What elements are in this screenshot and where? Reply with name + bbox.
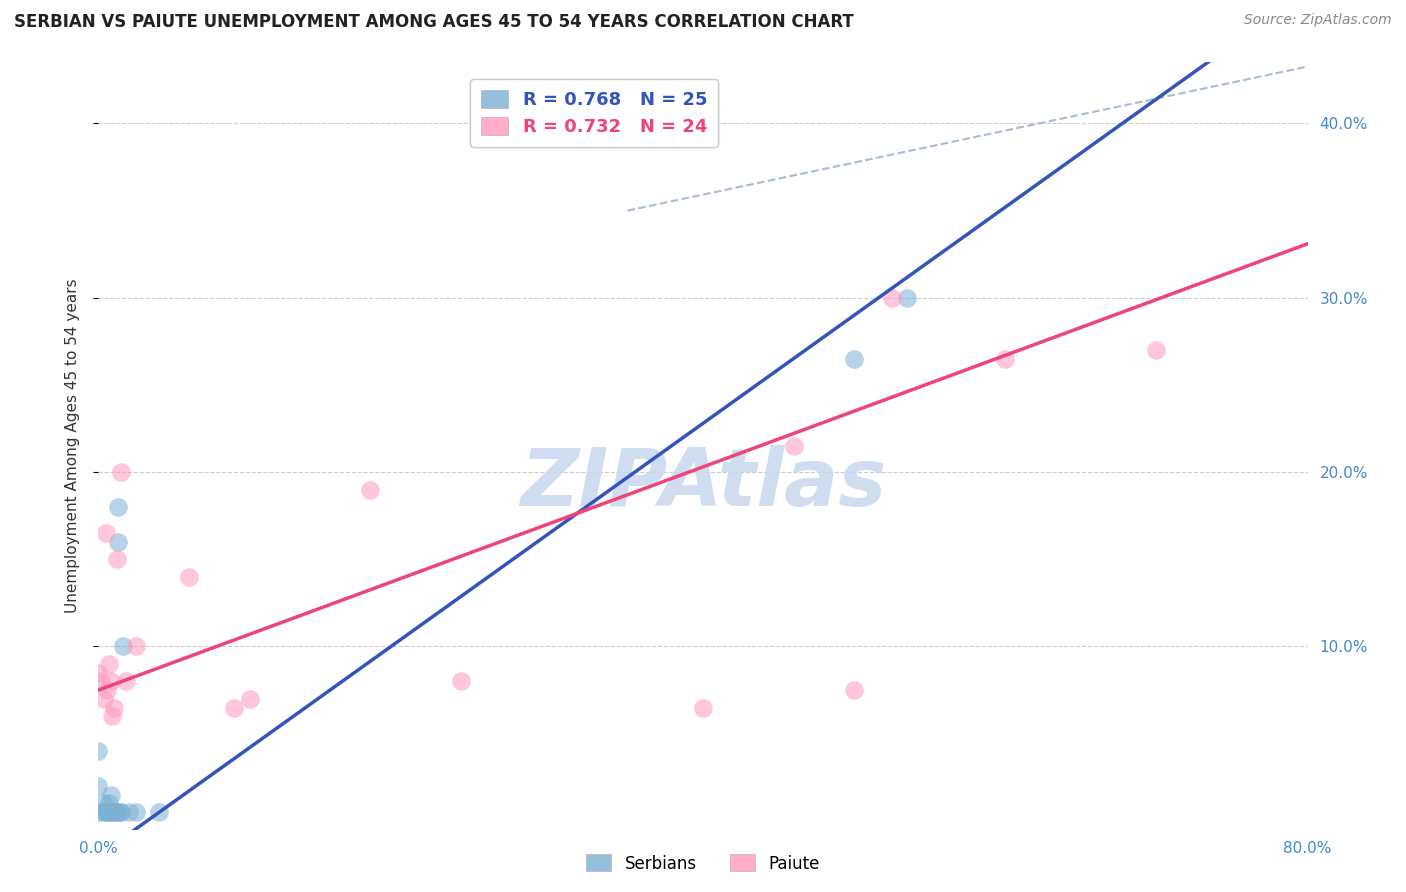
Point — [87, 744, 110, 758]
Point — [692, 700, 714, 714]
Point — [107, 500, 129, 514]
Point — [110, 465, 132, 479]
Point — [103, 805, 125, 819]
Point — [783, 439, 806, 453]
Legend: Serbians, Paiute: Serbians, Paiute — [579, 847, 827, 880]
Point — [844, 351, 866, 366]
Point — [844, 683, 866, 698]
Text: SERBIAN VS PAIUTE UNEMPLOYMENT AMONG AGES 45 TO 54 YEARS CORRELATION CHART: SERBIAN VS PAIUTE UNEMPLOYMENT AMONG AGE… — [14, 13, 853, 31]
Point — [100, 674, 122, 689]
Point — [90, 674, 112, 689]
Point — [107, 534, 129, 549]
Point — [87, 779, 110, 793]
Point — [103, 700, 125, 714]
Point — [114, 674, 136, 689]
Point — [179, 570, 201, 584]
Point — [880, 291, 903, 305]
Point — [93, 691, 115, 706]
Point — [108, 805, 131, 819]
Point — [1144, 343, 1167, 357]
Point — [111, 640, 134, 654]
Point — [96, 683, 118, 698]
Point — [94, 526, 117, 541]
Point — [118, 805, 141, 819]
Point — [87, 665, 110, 680]
Point — [100, 788, 122, 802]
Text: ZIPAtlas: ZIPAtlas — [520, 445, 886, 524]
Point — [101, 805, 124, 819]
Point — [360, 483, 382, 497]
Point — [125, 805, 148, 819]
Point — [91, 797, 114, 811]
Point — [98, 805, 121, 819]
Point — [148, 805, 170, 819]
Point — [110, 805, 132, 819]
Point — [450, 674, 472, 689]
Point — [125, 640, 148, 654]
Y-axis label: Unemployment Among Ages 45 to 54 years: Unemployment Among Ages 45 to 54 years — [65, 278, 80, 614]
Point — [994, 351, 1017, 366]
Point — [224, 700, 246, 714]
Point — [100, 805, 122, 819]
Point — [98, 657, 121, 671]
Point — [896, 291, 918, 305]
Point — [98, 797, 121, 811]
Point — [239, 691, 262, 706]
Point — [101, 709, 124, 723]
Point — [94, 805, 117, 819]
Text: Source: ZipAtlas.com: Source: ZipAtlas.com — [1244, 13, 1392, 28]
Point — [96, 805, 118, 819]
Legend: R = 0.768   N = 25, R = 0.732   N = 24: R = 0.768 N = 25, R = 0.732 N = 24 — [470, 79, 718, 146]
Point — [105, 805, 128, 819]
Point — [91, 805, 114, 819]
Point — [105, 552, 128, 566]
Point — [87, 805, 110, 819]
Point — [104, 805, 127, 819]
